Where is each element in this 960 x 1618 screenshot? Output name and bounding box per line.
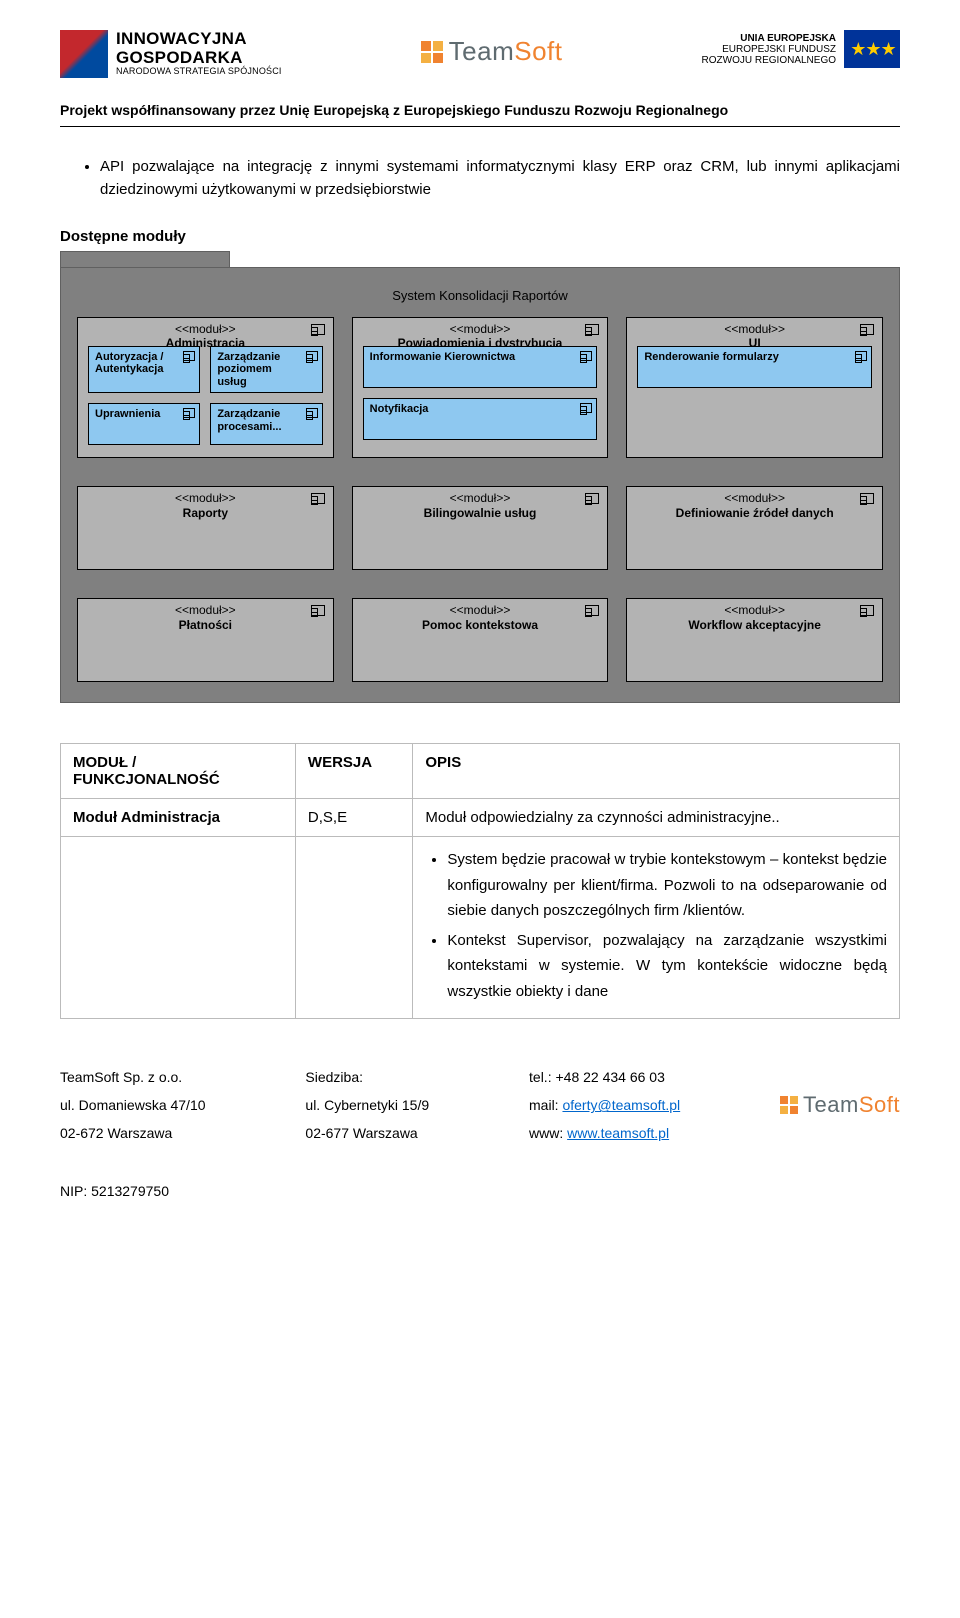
package-icon bbox=[306, 351, 318, 361]
th-wersja: WERSJA bbox=[295, 744, 412, 799]
td-module-desc: Moduł odpowiedzialny za czynności admini… bbox=[413, 799, 900, 837]
footer-nip: NIP: 5213279750 bbox=[60, 1177, 206, 1205]
footer-siedziba: Siedziba: bbox=[305, 1063, 429, 1091]
sub-renderowanie: Renderowanie formularzy bbox=[637, 346, 872, 388]
eu-line2: EUROPEJSKI FUNDUSZ bbox=[702, 44, 836, 55]
diagram-row-3: <<moduł>>Płatności <<moduł>>Pomoc kontek… bbox=[77, 598, 883, 682]
footer-company: TeamSoft Sp. z o.o. bbox=[60, 1063, 206, 1091]
eu-line1: UNIA EUROPEJSKA bbox=[702, 33, 836, 44]
sub-zarzadzanie-procesami: Zarządzanie procesami... bbox=[210, 403, 322, 445]
teamsoft-squares-icon bbox=[421, 41, 443, 63]
detail-item: Kontekst Supervisor, pozwalający na zarz… bbox=[447, 928, 887, 1005]
footer-tel: +48 22 434 66 03 bbox=[555, 1069, 664, 1085]
eu-flag-icon: ★ ★ ★ bbox=[844, 30, 900, 68]
module-diagram: System Konsolidacji Raportów <<moduł>> A… bbox=[60, 251, 900, 704]
module-raporty: <<moduł>>Raporty bbox=[77, 486, 334, 570]
eu-line3: ROZWOJU REGIONALNEGO bbox=[702, 55, 836, 66]
footer-col-contact: tel.: +48 22 434 66 03 mail: oferty@team… bbox=[529, 1063, 680, 1147]
module-definiowanie-zrodel: <<moduł>>Definiowanie źródeł danych bbox=[626, 486, 883, 570]
sub-autoryzacja: Autoryzacja / Autentykacja bbox=[88, 346, 200, 394]
td-module-version: D,S,E bbox=[295, 799, 412, 837]
ig-line2: GOSPODARKA bbox=[116, 49, 282, 68]
sub-uprawnienia: Uprawnienia bbox=[88, 403, 200, 445]
module-pomoc: <<moduł>>Pomoc kontekstowa bbox=[352, 598, 609, 682]
page-footer: TeamSoft Sp. z o.o. ul. Domaniewska 47/1… bbox=[60, 1063, 900, 1205]
module-bilingowanie: <<moduł>>Bilingowalnie usług bbox=[352, 486, 609, 570]
th-modul: MODUŁ / FUNKCJONALNOŚĆ bbox=[61, 744, 296, 799]
footer-col-company: TeamSoft Sp. z o.o. ul. Domaniewska 47/1… bbox=[60, 1063, 206, 1205]
module-platnosci: <<moduł>>Płatności bbox=[77, 598, 334, 682]
module-administracja: <<moduł>> Administracja Autoryzacja / Au… bbox=[77, 317, 334, 459]
footer-col-logo: TeamSoft bbox=[780, 1063, 900, 1127]
footer-street2: ul. Cybernetyki 15/9 bbox=[305, 1091, 429, 1119]
diagram-title: System Konsolidacji Raportów bbox=[77, 288, 883, 303]
logo-innowacyjna-gospodarka: INNOWACYJNA GOSPODARKA NARODOWA STRATEGI… bbox=[60, 30, 282, 78]
diagram-row-2: <<moduł>>Raporty <<moduł>>Bilingowalnie … bbox=[77, 486, 883, 570]
sub-informowanie: Informowanie Kierownictwa bbox=[363, 346, 598, 388]
diagram-row-1: <<moduł>> Administracja Autoryzacja / Au… bbox=[77, 317, 883, 459]
separator bbox=[60, 126, 900, 127]
th-opis: OPIS bbox=[413, 744, 900, 799]
package-icon bbox=[183, 351, 195, 361]
package-icon bbox=[855, 351, 867, 361]
header-logos: INNOWACYJNA GOSPODARKA NARODOWA STRATEGI… bbox=[60, 30, 900, 78]
sub-zarzadzanie-uslug: Zarządzanie poziomem usług bbox=[210, 346, 322, 394]
teamsoft-squares-icon bbox=[780, 1096, 798, 1114]
module-powiadomienia: <<moduł>> Powiadomienia i dystrybucja In… bbox=[352, 317, 609, 459]
project-subheader: Projekt współfinansowany przez Unię Euro… bbox=[60, 102, 900, 118]
package-icon bbox=[580, 403, 592, 413]
footer-city2: 02-677 Warszawa bbox=[305, 1119, 429, 1147]
logo-eu: UNIA EUROPEJSKA EUROPEJSKI FUNDUSZ ROZWO… bbox=[702, 30, 900, 68]
module-table: MODUŁ / FUNKCJONALNOŚĆ WERSJA OPIS Moduł… bbox=[60, 743, 900, 1019]
logo-teamsoft: TeamSoft bbox=[421, 36, 563, 67]
package-icon bbox=[306, 408, 318, 418]
ig-line3: NARODOWA STRATEGIA SPÓJNOŚCI bbox=[116, 67, 282, 77]
td-module-details: System będzie pracował w trybie kontekst… bbox=[413, 837, 900, 1019]
intro-bullet-item: API pozwalające na integrację z innymi s… bbox=[100, 155, 900, 202]
footer-www-link[interactable]: www.teamsoft.pl bbox=[567, 1125, 669, 1141]
footer-street: ul. Domaniewska 47/10 bbox=[60, 1091, 206, 1119]
sub-notyfikacja: Notyfikacja bbox=[363, 398, 598, 440]
footer-city: 02-672 Warszawa bbox=[60, 1119, 206, 1147]
footer-col-address: Siedziba: ul. Cybernetyki 15/9 02-677 Wa… bbox=[305, 1063, 429, 1147]
footer-teamsoft-logo: TeamSoft bbox=[780, 1083, 900, 1127]
intro-bullets: API pozwalające na integrację z innymi s… bbox=[60, 155, 900, 202]
ig-line1: INNOWACYJNA bbox=[116, 30, 282, 49]
footer-mail-link[interactable]: oferty@teamsoft.pl bbox=[562, 1097, 680, 1113]
section-title: Dostępne moduły bbox=[60, 228, 900, 245]
package-icon bbox=[183, 408, 195, 418]
package-icon bbox=[580, 351, 592, 361]
module-ui: <<moduł>> UI Renderowanie formularzy bbox=[626, 317, 883, 459]
detail-item: System będzie pracował w trybie kontekst… bbox=[447, 847, 887, 924]
ig-star-icon bbox=[60, 30, 108, 78]
module-workflow: <<moduł>>Workflow akceptacyjne bbox=[626, 598, 883, 682]
teamsoft-text: TeamSoft bbox=[449, 36, 563, 67]
td-module-name: Moduł Administracja bbox=[61, 799, 296, 837]
